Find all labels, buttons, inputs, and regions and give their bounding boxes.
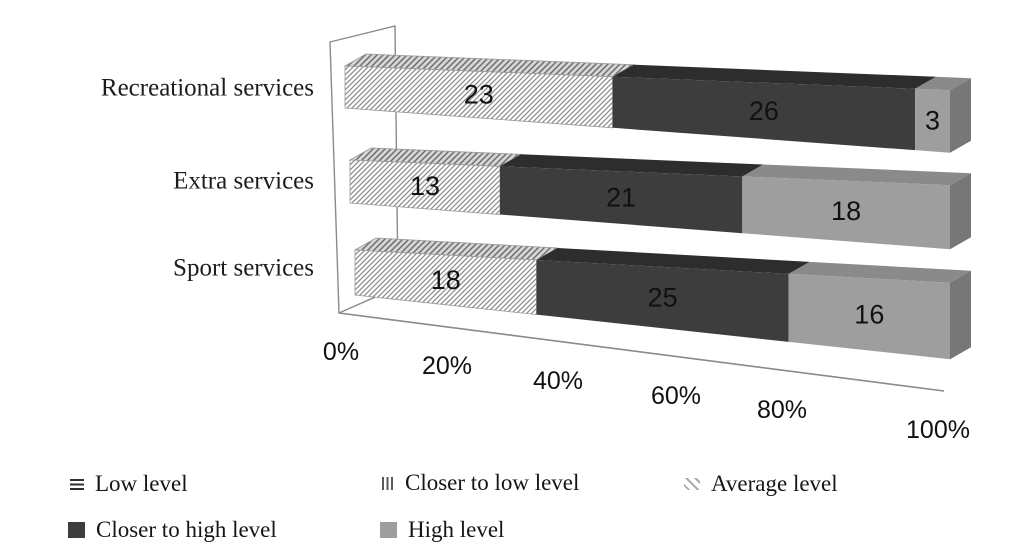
x-tick-label: 100% [906,416,970,444]
legend-swatch-solid-icon [68,522,85,538]
legend-label: High level [408,517,505,542]
legend-label: Low level [95,471,188,496]
bar-value-label: 25 [648,283,678,313]
bar-segment-top [742,164,971,186]
legend-label: Average level [711,471,838,496]
legend-item: Average level [684,471,838,497]
legend-swatch-horizontal-lines-icon [70,478,84,490]
stacked-bar-chart-3d: 23 26 3 Recreational services 13 21 18 Extra se… [101,25,971,444]
chart-x-axis-line [338,312,945,392]
category-label: Recreational services [101,75,314,102]
bar-segment-top [915,76,971,91]
category-label: Sport services [173,255,314,282]
x-tick-label: 0% [323,338,359,366]
legend-label: Closer to low level [405,470,580,495]
bar-value-label: 18 [831,196,861,226]
bar-segment [742,176,950,250]
bar-segment [788,273,950,360]
bar-segment [354,249,537,316]
bar-segment-top [612,64,937,89]
legend-item: Closer to high level [68,517,277,543]
x-tick-label: 20% [422,352,472,380]
bar-segment [612,76,916,151]
legend-item: High level [380,517,504,543]
bar-segment [344,65,613,129]
legend-item: Closer to low level [382,470,579,496]
bar-value-label: 16 [854,299,884,329]
category-label: Extra services [173,168,314,195]
bar-segment-top [500,154,764,177]
bar-value-label: 23 [464,80,494,110]
x-tick-label: 40% [533,367,583,395]
bar-segment-side [950,270,971,360]
bar-segment-top [788,261,971,283]
bar-segment-top [536,247,810,274]
x-tick-label: 80% [757,396,807,424]
bar-value-label: 18 [431,265,461,295]
bar-value-label: 26 [749,96,779,126]
legend-label: Closer to high level [96,517,277,542]
bar-value-label: 3 [925,105,940,135]
legend-swatch-solid-icon [380,522,397,538]
bar-value-label: 21 [606,183,636,213]
legend-swatch-diagonal-hatch-icon [684,478,700,490]
bar-segment [915,88,950,153]
bar-segment [500,166,743,234]
bar-value-label: 13 [410,171,440,201]
bar-segment [536,259,789,342]
legend-swatch-vertical-lines-icon [382,476,394,490]
legend-item: Low level [70,471,188,497]
bar-segment-side [950,173,971,250]
bar-segment-side [950,78,971,153]
x-tick-label: 60% [651,382,701,410]
